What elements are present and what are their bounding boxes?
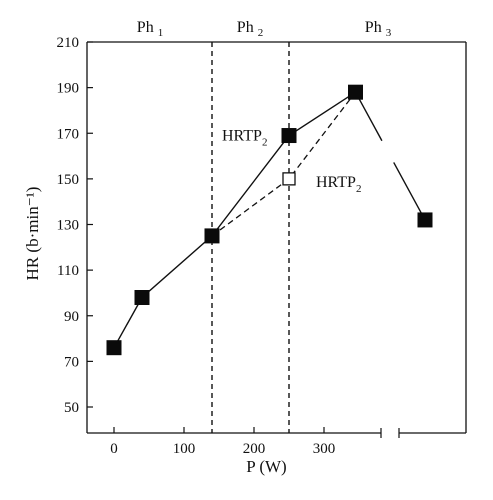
data-point-recovery [417,212,433,228]
phase-label: Ph 2 [237,19,263,39]
y-tick-label: 50 [64,400,79,416]
data-point [281,128,297,144]
y-axis-label: HR (b·min⁻¹) [23,187,42,281]
series-lines [113,91,426,349]
y-tick-label: 150 [57,172,80,188]
y-tick-label: 130 [57,218,80,234]
phase-label: Ph 3 [365,19,392,39]
phase-dividers [211,42,290,433]
y-tick-label: 210 [57,35,80,51]
x-tick-label: 0 [110,441,118,457]
y-tick-label: 70 [64,354,79,370]
data-point [134,290,150,305]
data-point-open [282,172,296,186]
series-line-dashed [211,91,357,237]
data-point [106,340,122,356]
annotation-hrtp2: HRTP2 [222,128,267,149]
annotation-hrtp2: HRTP2 [316,174,361,195]
x-tick-label: 100 [173,441,196,457]
y-tick-label: 190 [57,81,80,97]
y-tick-label: 110 [57,263,79,279]
axes: 50 70 90 110 130 150 170 190 210 0 100 200 300 [57,35,467,457]
data-point [204,228,220,244]
chart-labels: P (W) HR (b·min⁻¹) Ph 1 Ph 2 Ph 3 HRTP2 HRTP2 [23,19,392,476]
x-tick-label: 300 [313,441,336,457]
series-markers [106,84,433,356]
series-line-recovery [393,162,426,221]
data-point [348,84,363,100]
y-tick-label: 90 [64,309,79,325]
x-axis-label: P (W) [246,457,286,476]
y-tick-label: 170 [57,126,80,142]
series-line-recovery [354,91,383,142]
x-tick-label: 200 [243,441,266,457]
phase-label: Ph 1 [137,19,163,39]
